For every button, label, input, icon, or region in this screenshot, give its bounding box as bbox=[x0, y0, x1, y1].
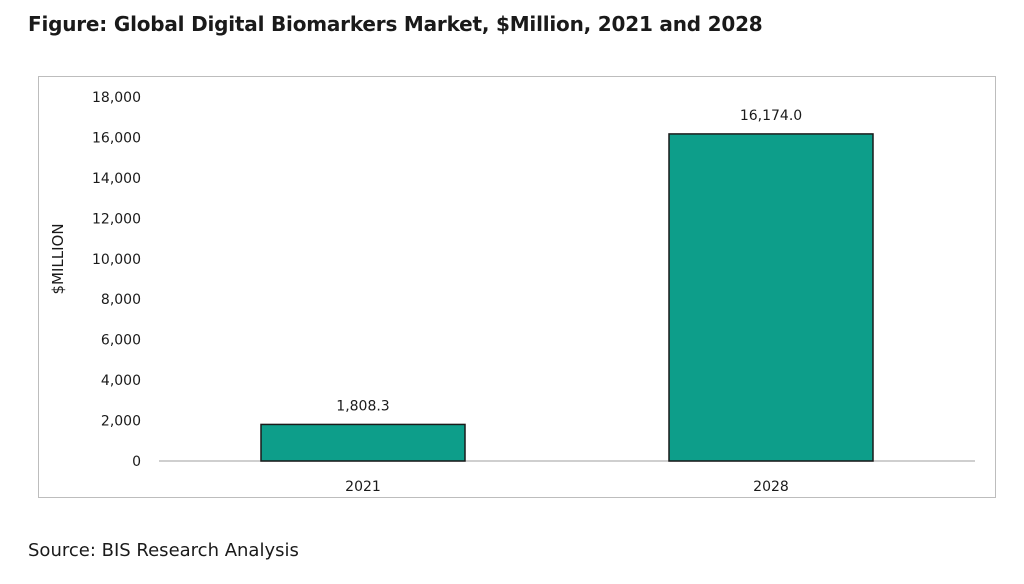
y-tick-label: 4,000 bbox=[101, 373, 141, 389]
y-tick-label: 14,000 bbox=[92, 171, 141, 187]
y-tick-label: 10,000 bbox=[92, 252, 141, 268]
y-tick-label: 12,000 bbox=[92, 211, 141, 227]
data-label-2021: 1,808.3 bbox=[336, 398, 389, 414]
y-tick-label: 2,000 bbox=[101, 414, 141, 430]
y-tick-label: 0 bbox=[132, 454, 141, 470]
source-note: Source: BIS Research Analysis bbox=[28, 540, 299, 561]
bar-chart: $MILLION 0 2,000 4,000 6,000 8,000 10,000 12,0… bbox=[49, 90, 975, 495]
chart-frame: $MILLION 0 2,000 4,000 6,000 8,000 10,000 12,0… bbox=[38, 76, 996, 498]
y-tick-label: 16,000 bbox=[92, 130, 141, 146]
y-axis-title: $MILLION bbox=[49, 223, 67, 294]
data-label-2028: 16,174.0 bbox=[740, 108, 802, 124]
figure-title: Figure: Global Digital Biomarkers Market… bbox=[28, 12, 763, 36]
bar-2028 bbox=[668, 133, 874, 462]
x-tick-label-2021: 2021 bbox=[345, 479, 381, 495]
x-tick-label-2028: 2028 bbox=[753, 479, 789, 495]
y-tick-label: 8,000 bbox=[101, 292, 141, 308]
y-tick-label: 6,000 bbox=[101, 333, 141, 349]
bar-2021 bbox=[260, 423, 466, 462]
y-tick-label: 18,000 bbox=[92, 90, 141, 106]
